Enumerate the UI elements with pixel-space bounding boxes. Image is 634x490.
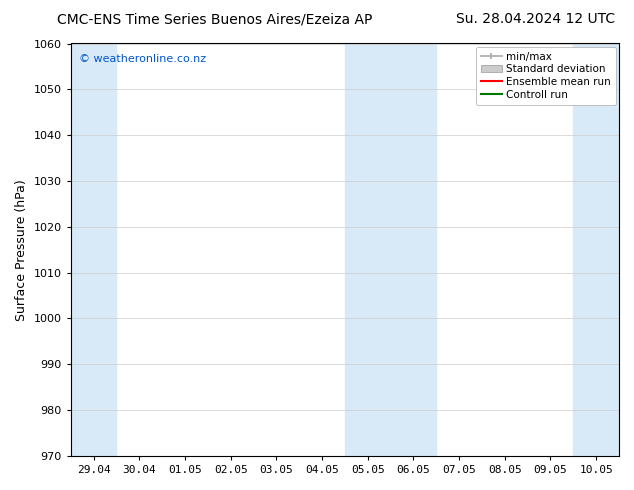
Legend: min/max, Standard deviation, Ensemble mean run, Controll run: min/max, Standard deviation, Ensemble me…	[476, 47, 616, 105]
Text: CMC-ENS Time Series Buenos Aires/Ezeiza AP: CMC-ENS Time Series Buenos Aires/Ezeiza …	[57, 12, 372, 26]
Bar	[573, 44, 634, 456]
Text: © weatheronline.co.nz: © weatheronline.co.nz	[79, 54, 206, 64]
Y-axis label: Surface Pressure (hPa): Surface Pressure (hPa)	[15, 179, 28, 320]
Bar	[71, 44, 117, 456]
Bar	[345, 44, 436, 456]
Text: Su. 28.04.2024 12 UTC: Su. 28.04.2024 12 UTC	[456, 12, 615, 26]
